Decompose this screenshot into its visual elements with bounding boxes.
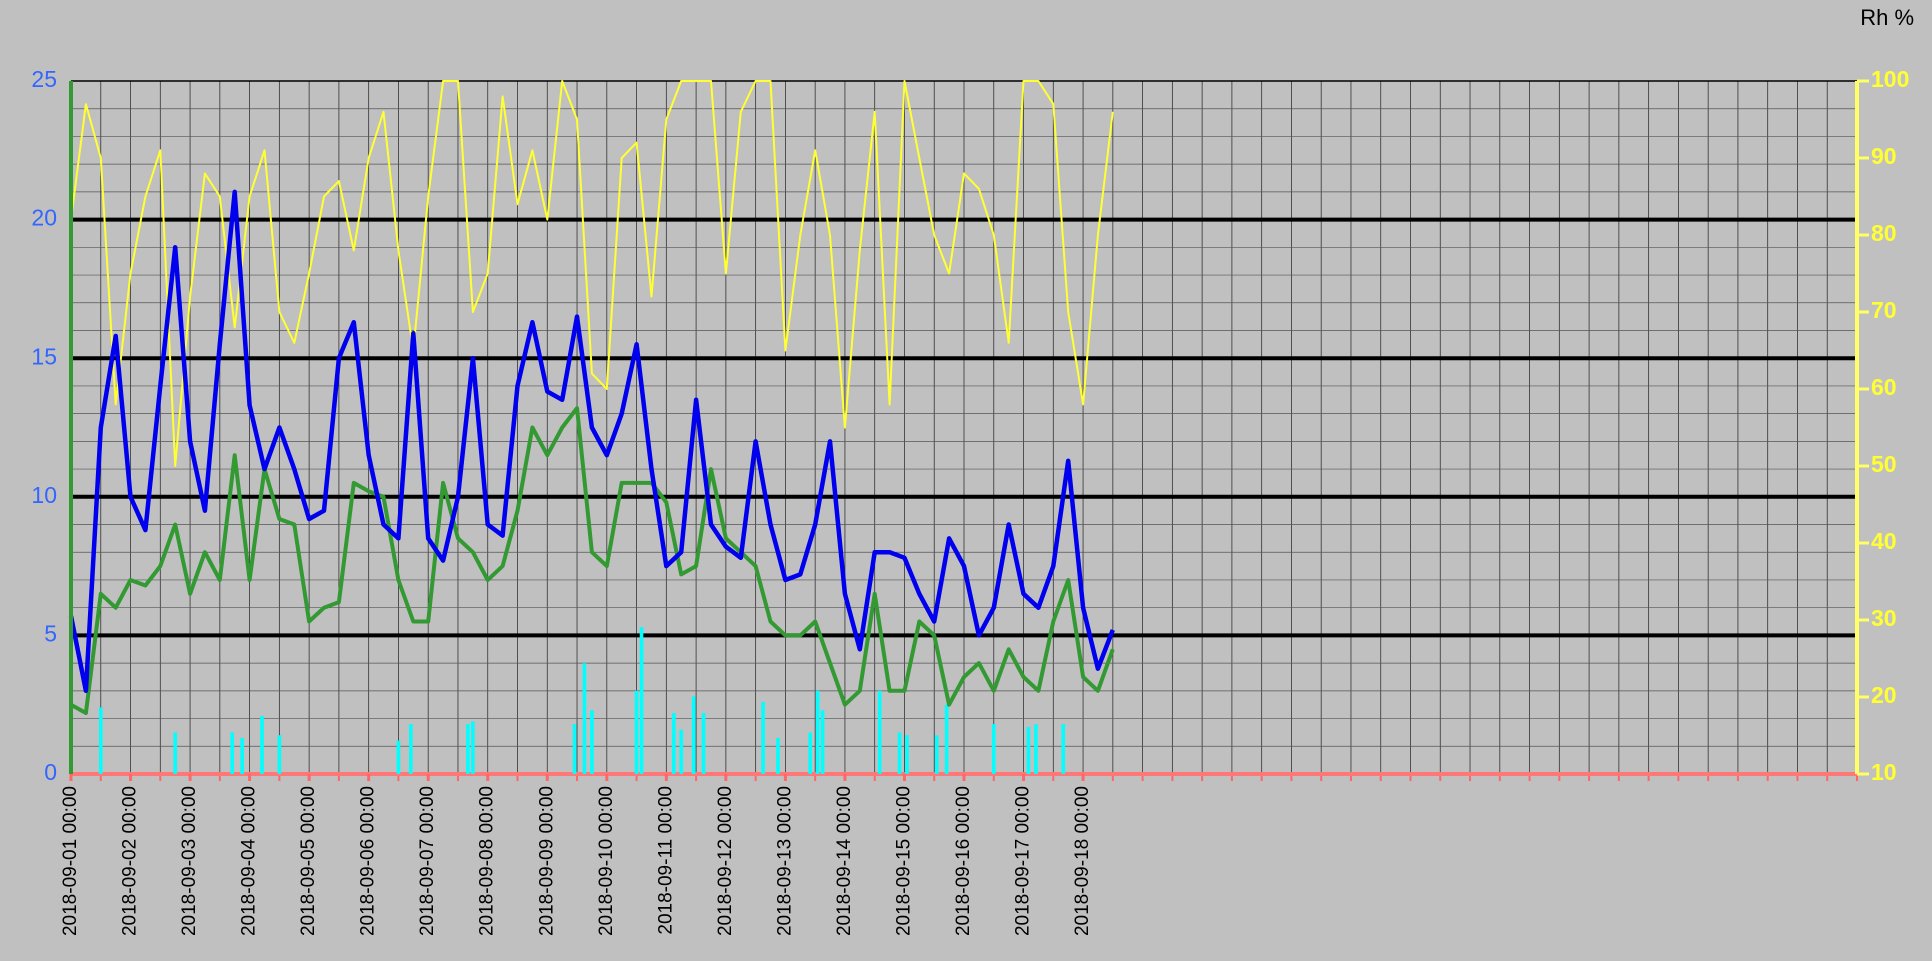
- bar: [897, 732, 902, 774]
- x-tick-label: 2018-09-11 00:00: [655, 786, 676, 935]
- x-tick-label: 2018-09-08 00:00: [477, 786, 498, 936]
- y2-tick-label: 90: [1871, 143, 1897, 169]
- x-tick-label: 2018-09-02 00:00: [120, 786, 141, 936]
- y2-tick-label: 20: [1871, 682, 1897, 708]
- bar: [572, 724, 577, 774]
- y2-tick-label: 70: [1871, 297, 1897, 323]
- bar: [1061, 724, 1066, 774]
- x-tick-label: 2018-09-09 00:00: [536, 786, 557, 936]
- bar: [277, 735, 282, 774]
- y2-tick-label: 50: [1871, 451, 1897, 477]
- bar: [671, 713, 676, 774]
- y-tick-label: 15: [31, 343, 57, 369]
- bar: [240, 737, 244, 774]
- bar: [98, 707, 103, 774]
- bar: [776, 737, 780, 774]
- bar: [409, 724, 413, 774]
- bar: [877, 690, 882, 774]
- bar: [582, 663, 587, 774]
- x-tick-label: 2018-09-01 00:00: [60, 786, 81, 936]
- bar: [820, 710, 825, 774]
- x-tick-label: 2018-09-06 00:00: [358, 786, 379, 936]
- bar: [815, 690, 820, 774]
- y2-axis-label: Rh %: [1860, 5, 1914, 30]
- bar: [944, 704, 949, 774]
- bar: [691, 696, 696, 774]
- y-tick-label: 0: [44, 759, 57, 785]
- x-tick-label: 2018-09-03 00:00: [179, 786, 200, 936]
- y2-tick-label: 10: [1871, 759, 1897, 785]
- y2-tick-label: 80: [1871, 220, 1897, 246]
- x-tick-label: 2018-09-17 00:00: [1013, 786, 1034, 936]
- bar: [639, 627, 644, 774]
- x-tick-label: 2018-09-10 00:00: [596, 786, 617, 936]
- bar: [260, 715, 264, 774]
- y-tick-label: 10: [31, 482, 57, 508]
- bar: [761, 701, 765, 774]
- bar: [396, 740, 401, 774]
- x-tick-label: 2018-09-18 00:00: [1072, 786, 1093, 936]
- y-tick-label: 25: [31, 66, 57, 92]
- x-tick-label: 2018-09-15 00:00: [893, 786, 914, 936]
- bar: [701, 713, 706, 774]
- bar: [471, 721, 475, 774]
- bar: [634, 690, 639, 774]
- x-tick-label: 2018-09-16 00:00: [953, 786, 974, 936]
- bar: [679, 729, 684, 774]
- bar: [590, 710, 594, 774]
- y2-tick-label: 40: [1871, 528, 1897, 554]
- x-tick-label: 2018-09-14 00:00: [834, 786, 855, 936]
- x-tick-label: 2018-09-13 00:00: [774, 786, 795, 936]
- bar: [905, 735, 909, 774]
- y-tick-label: 20: [31, 205, 57, 231]
- data-line: [70, 80, 1114, 467]
- bar: [991, 724, 996, 774]
- data-line: [68, 189, 1115, 694]
- y2-tick-label: 30: [1871, 605, 1897, 631]
- x-tick-label: 2018-09-07 00:00: [417, 786, 438, 936]
- y-tick-label: 5: [44, 620, 57, 646]
- bar: [1034, 724, 1038, 774]
- bar: [1026, 726, 1031, 774]
- bar: [934, 735, 939, 774]
- y2-tick-label: 100: [1871, 66, 1909, 92]
- y2-tick-label: 60: [1871, 374, 1897, 400]
- x-tick-label: 2018-09-12 00:00: [715, 786, 736, 936]
- bar: [466, 724, 470, 774]
- x-tick-label: 2018-09-05 00:00: [298, 786, 319, 936]
- bar: [808, 732, 813, 774]
- x-tick-label: 2018-09-04 00:00: [239, 786, 260, 936]
- data-line: [70, 406, 1115, 715]
- bar: [173, 732, 177, 774]
- bar: [230, 732, 235, 774]
